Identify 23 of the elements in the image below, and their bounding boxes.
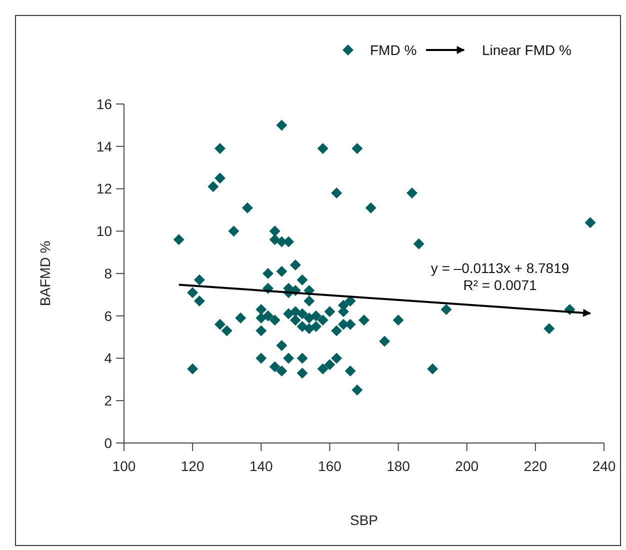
y-tick-label: 6 — [104, 308, 112, 324]
y-tick-label: 2 — [104, 392, 112, 409]
x-tick-label: 140 — [249, 458, 274, 474]
y-tick-label: 10 — [96, 223, 112, 240]
y-axis-title: BAFMD % — [37, 240, 53, 306]
legend-label: Linear FMD % — [482, 42, 572, 58]
y-tick-label: 0 — [104, 434, 112, 451]
x-tick-label: 180 — [386, 458, 410, 474]
annotation: R² = 0.0071 — [463, 277, 537, 293]
legend-label: FMD % — [370, 42, 417, 58]
y-tick-label: 8 — [104, 265, 112, 282]
x-tick-label: 160 — [318, 458, 342, 474]
y-tick-label: 16 — [96, 96, 112, 112]
y-tick-label: 4 — [104, 350, 112, 366]
x-tick-label: 200 — [455, 458, 479, 474]
x-tick-label: 240 — [592, 458, 616, 474]
x-tick-label: 120 — [180, 458, 204, 474]
x-tick-label: 220 — [524, 458, 548, 474]
y-tick-label: 14 — [96, 138, 112, 154]
x-axis-title: SBP — [350, 512, 378, 528]
y-tick-label: 12 — [96, 180, 112, 197]
x-tick-label: 100 — [112, 458, 136, 474]
annotation: y = –0.0113x + 8.7819 — [430, 260, 570, 276]
